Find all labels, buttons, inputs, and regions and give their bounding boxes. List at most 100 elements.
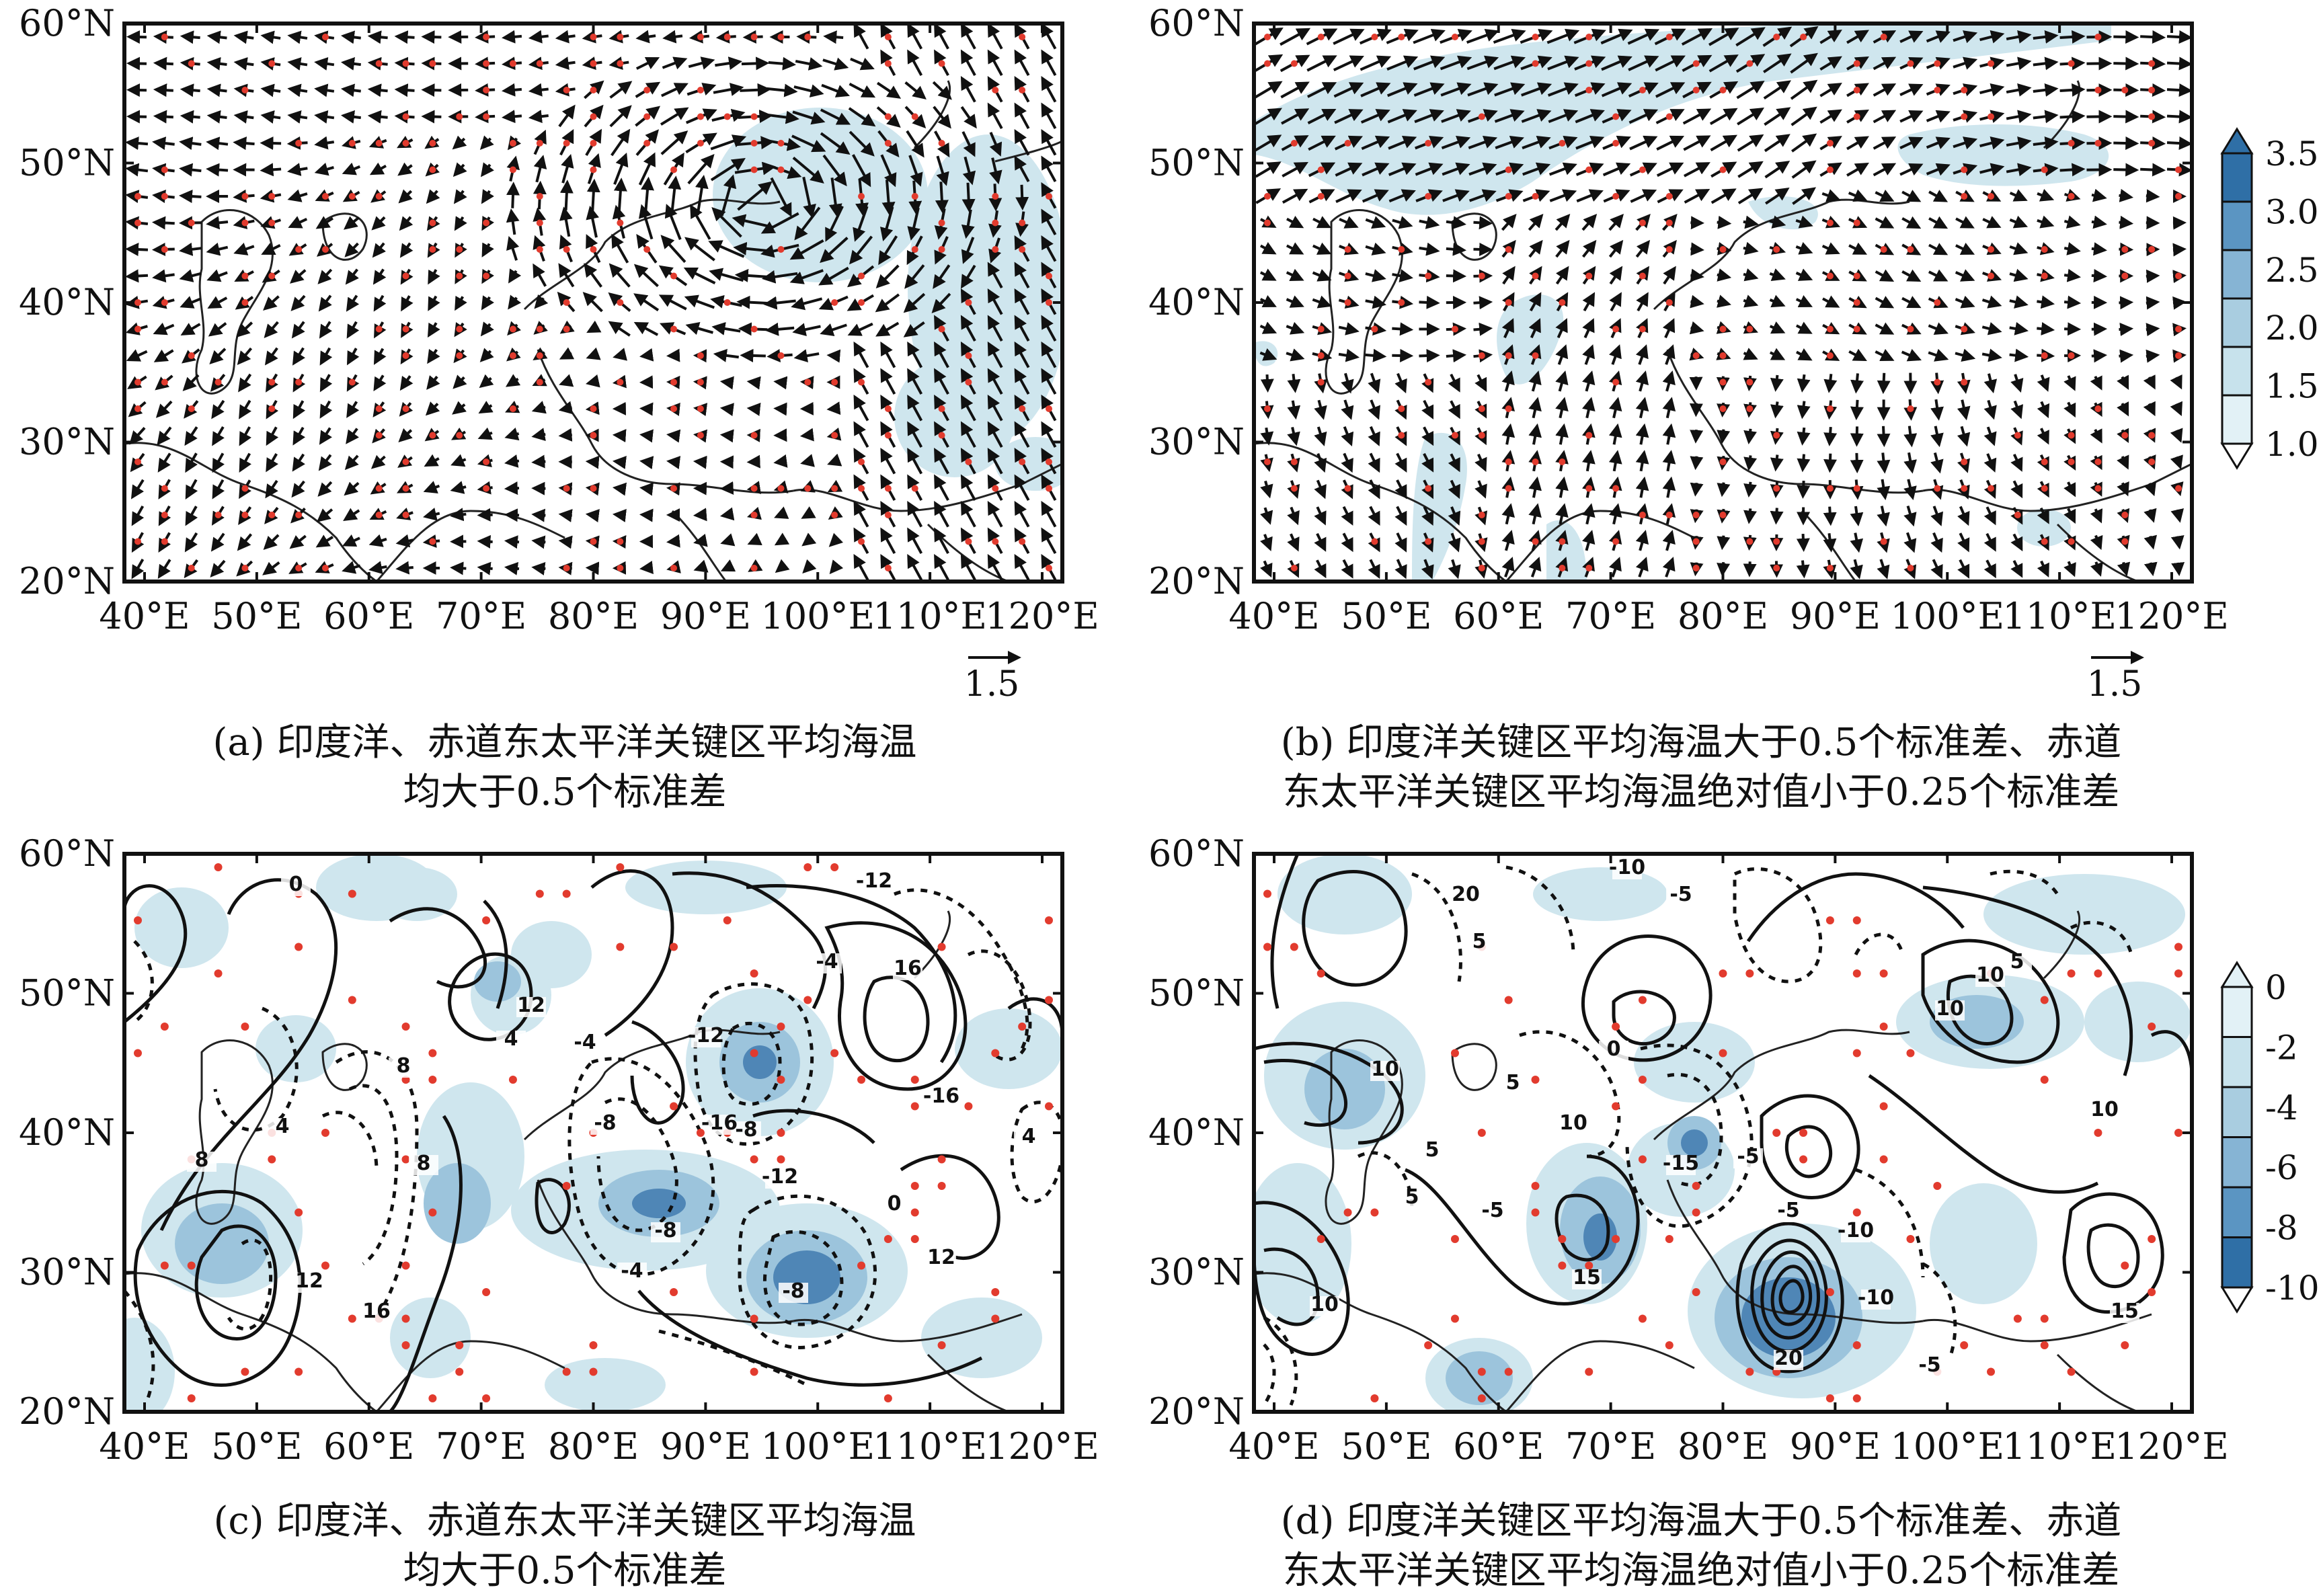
contour-label: 8 [417, 1152, 431, 1175]
significance-dot [376, 326, 383, 333]
wind-vector [1446, 249, 1464, 250]
significance-dot [777, 1129, 785, 1137]
colorbar-segment [2222, 1087, 2252, 1138]
wind-vector [536, 298, 543, 307]
significance-dot [2174, 969, 2182, 977]
colorbar-label: 2.0 [2265, 309, 2319, 348]
wind-vector [1776, 508, 1777, 522]
significance-dot [1773, 34, 1780, 40]
significance-dot [295, 140, 302, 147]
wind-vector [158, 401, 171, 416]
colorbar-label: 1.5 [2265, 367, 2319, 406]
wind-vector [2146, 302, 2158, 303]
wind-vector [766, 301, 795, 305]
significance-dot [750, 969, 758, 977]
wind-vector [428, 350, 436, 362]
wind-vector [1370, 559, 1378, 576]
wind-vector [2140, 169, 2163, 171]
wind-vector [212, 534, 224, 550]
wind-vector [1987, 507, 1994, 523]
significance-dot [294, 1209, 303, 1217]
significance-dot [1558, 1235, 1566, 1243]
panel-a-lon-label: 70°E [436, 595, 526, 637]
wind-vector [1989, 374, 1993, 391]
wind-vector [1419, 355, 1437, 356]
wind-vector [265, 296, 278, 309]
significance-dot [2041, 485, 2048, 492]
significance-dot [1585, 167, 1592, 173]
significance-dot [482, 1394, 490, 1402]
significance-dot [939, 432, 945, 439]
significance-dot [2041, 1076, 2049, 1084]
wind-vector [2119, 355, 2131, 356]
wind-vector [401, 376, 410, 389]
significance-dot [1961, 458, 1967, 465]
wind-vector [662, 59, 684, 68]
significance-dot [697, 405, 704, 412]
wind-vector [1908, 479, 1912, 497]
wind-vector [132, 480, 143, 497]
wind-vector [1982, 354, 2000, 357]
significance-dot [188, 352, 195, 359]
panel-a-lat-label: 30°N [19, 421, 115, 463]
wind-vector [2176, 430, 2180, 440]
wind-vector [1264, 561, 1270, 575]
significance-dot [134, 379, 141, 386]
wind-vector [645, 179, 648, 214]
wind-vector [2092, 355, 2104, 356]
significance-dot [991, 1315, 999, 1323]
wind-vector [962, 25, 975, 48]
significance-dot [1478, 1129, 1486, 1137]
significance-dot [2175, 485, 2182, 492]
significance-dot [376, 485, 383, 492]
significance-dot [403, 273, 409, 280]
wind-vector [1962, 400, 1966, 418]
wind-vector [535, 407, 545, 410]
significance-dot [1746, 538, 1753, 545]
significance-dot [1854, 299, 1860, 306]
wind-vector [2178, 563, 2179, 573]
significance-dot [643, 114, 650, 120]
wind-vector [1313, 219, 1329, 227]
significance-dot [134, 1049, 142, 1058]
wind-vector [590, 208, 596, 237]
significance-dot [1264, 61, 1271, 67]
significance-dot [1934, 485, 1940, 492]
wind-vector [2068, 482, 2074, 495]
wind-vector [482, 324, 490, 334]
significance-dot [1827, 565, 1834, 571]
significance-dot [455, 1341, 463, 1349]
significance-dot [1720, 326, 1727, 333]
wind-vector [1936, 399, 1938, 418]
wind-vector [1022, 185, 1023, 208]
wind-vector [1640, 373, 1645, 391]
significance-dot [750, 1156, 758, 1164]
wind-vector [1366, 220, 1383, 227]
wind-vector [344, 36, 361, 38]
wind-vector [823, 60, 847, 67]
wind-vector [989, 52, 1002, 75]
wind-vector [1610, 268, 1621, 284]
significance-dot [1693, 538, 1700, 545]
wind-vector [1561, 426, 1564, 445]
wind-vector [1743, 301, 1756, 305]
colorbar-top: 3.53.02.52.01.51.0 [2222, 129, 2319, 468]
panel-a-lon-label: 120°E [985, 595, 1099, 637]
wind-vector [370, 89, 388, 91]
wind-vector [1908, 506, 1914, 524]
wind-vector [642, 514, 652, 515]
significance-dot [322, 565, 329, 571]
wind-vector [155, 325, 173, 333]
significance-dot [2094, 140, 2101, 147]
significance-dot [134, 916, 142, 924]
significance-dot [563, 1368, 571, 1376]
wind-vector [133, 506, 143, 524]
wind-vector [826, 36, 843, 38]
significance-dot [563, 1182, 571, 1190]
wind-vector [2095, 430, 2101, 441]
significance-dot [751, 114, 758, 120]
contour-label: -16 [701, 1111, 738, 1135]
wind-vector [804, 565, 812, 572]
wind-vector [878, 266, 899, 286]
significance-dot [885, 485, 892, 492]
